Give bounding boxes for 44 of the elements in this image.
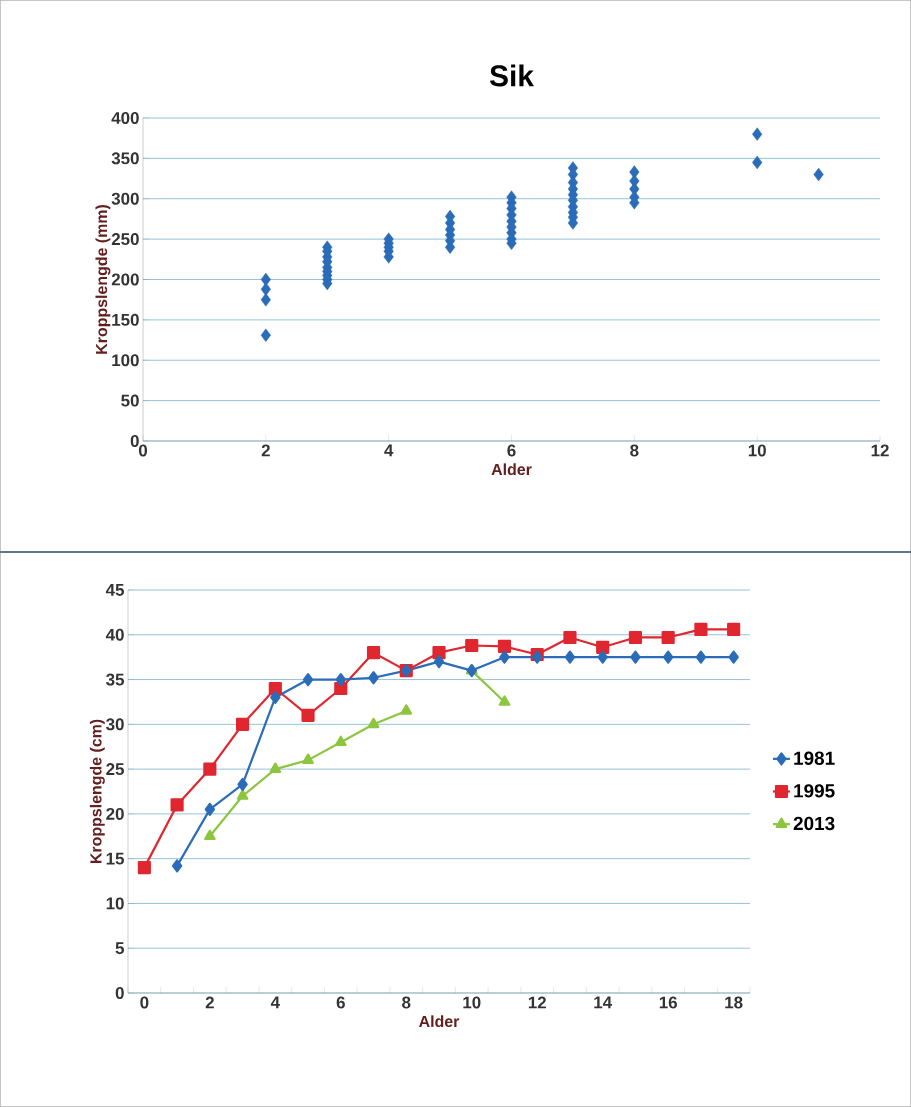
x-tick-label: 0: [140, 996, 149, 1009]
x-axis-title: Alder: [491, 463, 532, 476]
y-tick-label: 40: [105, 628, 124, 641]
y-tick-label: 30: [106, 718, 124, 731]
y-tick-label: 250: [111, 233, 139, 246]
legend-label: 1995: [794, 784, 835, 798]
y-tick-label: 35: [106, 673, 125, 686]
y-tick-label: 15: [106, 852, 125, 865]
y-tick-label: 400: [111, 111, 139, 124]
x-tick-label: 12: [528, 996, 546, 1009]
y-tick-label: 200: [111, 273, 139, 286]
y-tick-label: 50: [121, 394, 139, 407]
x-tick-label: 8: [630, 444, 639, 457]
x-tick-label: 10: [463, 996, 481, 1009]
y-tick-label: 20: [106, 807, 124, 820]
legend-label: 1981: [794, 751, 835, 765]
x-tick-label: 10: [748, 444, 766, 457]
x-tick-label: 2: [261, 444, 270, 457]
x-tick-label: 6: [507, 444, 516, 457]
x-tick-label: 16: [659, 996, 677, 1009]
x-tick-label: 14: [594, 996, 613, 1009]
y-axis-title: Kroppslengde (mm): [95, 205, 111, 354]
y-tick-label: 300: [111, 192, 139, 205]
y-tick-label: 25: [106, 763, 125, 776]
x-axis-title: Alder: [419, 1015, 460, 1028]
x-tick-label: 0: [138, 444, 148, 457]
y-tick-label: 5: [115, 942, 125, 955]
chart-title: Sik: [489, 64, 534, 87]
legend-label: 2013: [793, 816, 835, 831]
y-tick-label: 45: [105, 584, 125, 596]
x-tick-label: 8: [402, 996, 411, 1009]
y-axis-title: Kroppslengde (cm): [89, 719, 105, 864]
y-tick-label: 100: [112, 354, 139, 367]
y-tick-label: 0: [130, 434, 139, 447]
y-tick-label: 10: [106, 897, 124, 910]
x-tick-label: 12: [871, 444, 889, 457]
x-tick-label: 18: [725, 996, 743, 1009]
y-tick-label: 350: [111, 152, 139, 165]
x-tick-label: 4: [384, 444, 394, 457]
x-tick-label: 6: [336, 996, 345, 1009]
x-tick-label: 4: [270, 996, 280, 1009]
y-tick-label: 150: [112, 313, 139, 326]
y-tick-label: 0: [115, 987, 124, 999]
x-tick-label: 2: [205, 996, 214, 1009]
